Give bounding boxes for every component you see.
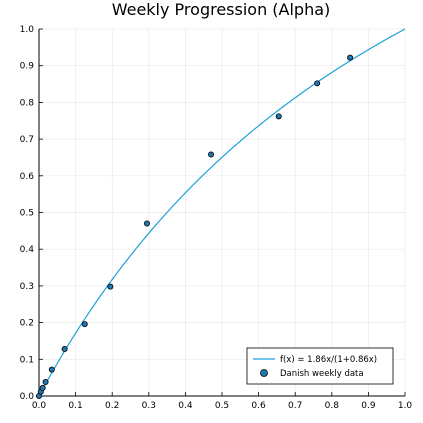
chart-title: Weekly Progression (Alpha) [112, 0, 331, 19]
x-tick-label: 0.6 [251, 401, 266, 411]
plot-area [36, 28, 406, 399]
data-point [107, 283, 114, 290]
x-tick-label: 0.9 [361, 401, 376, 411]
tick-labels: 0.0 0.1 0.2 0.3 0.4 0.5 0.6 0.7 0.8 0.9 1.0 0.0 0.1 0… [20, 25, 413, 411]
legend-scatter-marker [260, 369, 268, 377]
fit-curve-line [38, 28, 406, 397]
data-point [347, 54, 354, 61]
data-point [81, 321, 88, 328]
data-point [42, 379, 49, 386]
y-tick-label: 0.1 [20, 355, 34, 365]
legend-label-data: Danish weekly data [280, 369, 364, 379]
x-tick-label: 0.0 [32, 401, 47, 411]
legend-box [246, 347, 394, 385]
x-tick-label: 0.5 [215, 401, 229, 411]
data-point [39, 384, 46, 391]
x-tick-label: 0.3 [142, 401, 156, 411]
x-tick-label: 0.1 [68, 401, 82, 411]
y-tick-label: 0.4 [20, 245, 35, 255]
data-point [208, 151, 215, 158]
y-tick-label: 0.7 [20, 135, 34, 145]
y-tick-label: 0.3 [20, 282, 34, 292]
x-tick-label: 0.4 [178, 401, 193, 411]
data-point [275, 113, 282, 120]
x-tick-label: 0.8 [325, 401, 340, 411]
y-tick-label: 1.0 [20, 25, 35, 35]
data-point [48, 366, 55, 373]
grid [38, 28, 406, 397]
x-tick-label: 0.7 [288, 401, 302, 411]
data-point [314, 80, 321, 87]
y-tick-label: 0.5 [20, 209, 34, 219]
y-tick-label: 0.6 [20, 172, 35, 182]
y-tick-label: 0.8 [20, 98, 35, 108]
legend: f(x) = 1.86x/(1+0.86x) Danish weekly dat… [246, 347, 394, 385]
legend-label-fit: f(x) = 1.86x/(1+0.86x) [280, 355, 377, 365]
y-tick-label: 0.9 [20, 62, 35, 72]
y-tick-label: 0.2 [20, 319, 34, 329]
x-tick-label: 0.2 [105, 401, 119, 411]
data-point [143, 220, 150, 227]
data-point [61, 346, 68, 353]
x-tick-label: 1.0 [398, 401, 413, 411]
y-tick-label: 0.0 [20, 392, 35, 402]
